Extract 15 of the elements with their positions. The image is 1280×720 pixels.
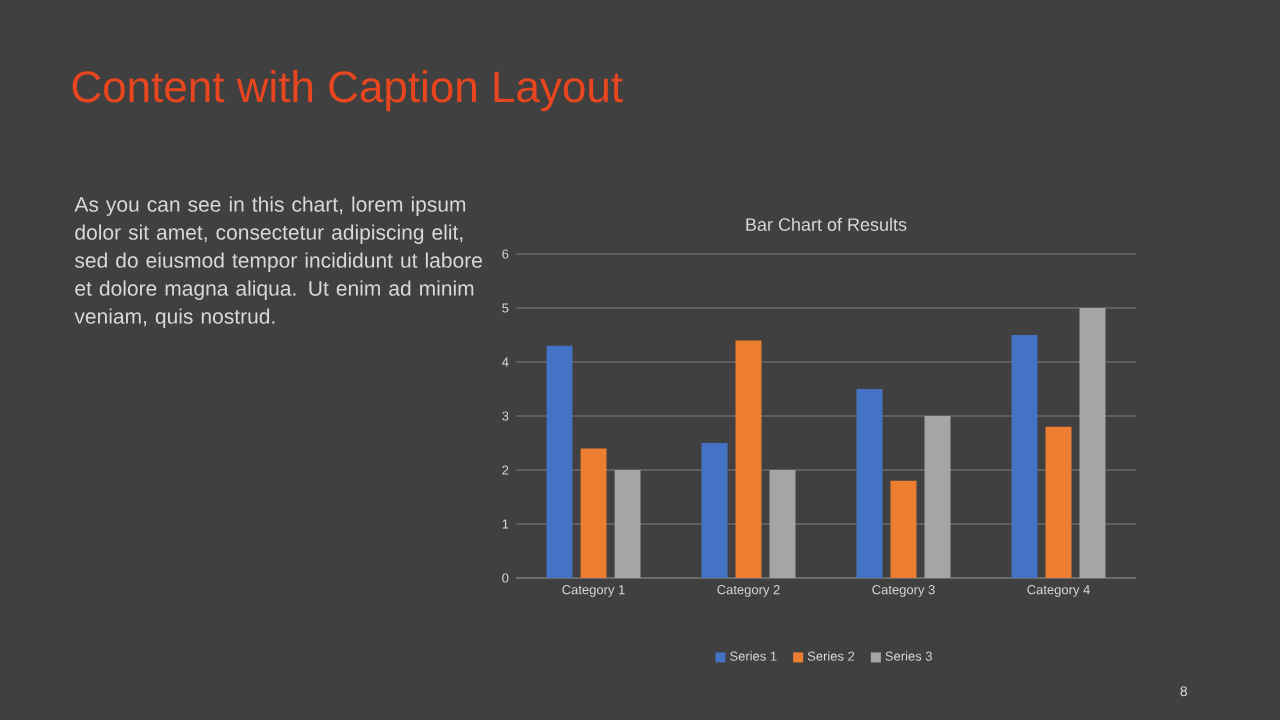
chart-title: Bar Chart of Results <box>746 217 907 231</box>
text: As you can see in this chart, lorem ipsum dolor sit amet, consectetur adipiscing elit, sed do eiusmod tempor incididunt ut labore et dolore magna aliqua. Ut enim ad minim veniam, quis nostrud. <box>74 196 482 328</box>
bar <box>546 345 573 578</box>
text: Content with Caption Layout <box>72 70 623 112</box>
bar <box>701 443 728 578</box>
bar <box>735 340 762 578</box>
bar <box>890 480 917 578</box>
bar <box>1045 426 1072 578</box>
bar <box>614 470 641 578</box>
bar <box>856 389 883 578</box>
bar <box>1011 335 1038 578</box>
bar <box>1079 308 1106 578</box>
bar <box>769 470 796 578</box>
bar <box>924 416 951 578</box>
bar <box>580 448 607 578</box>
